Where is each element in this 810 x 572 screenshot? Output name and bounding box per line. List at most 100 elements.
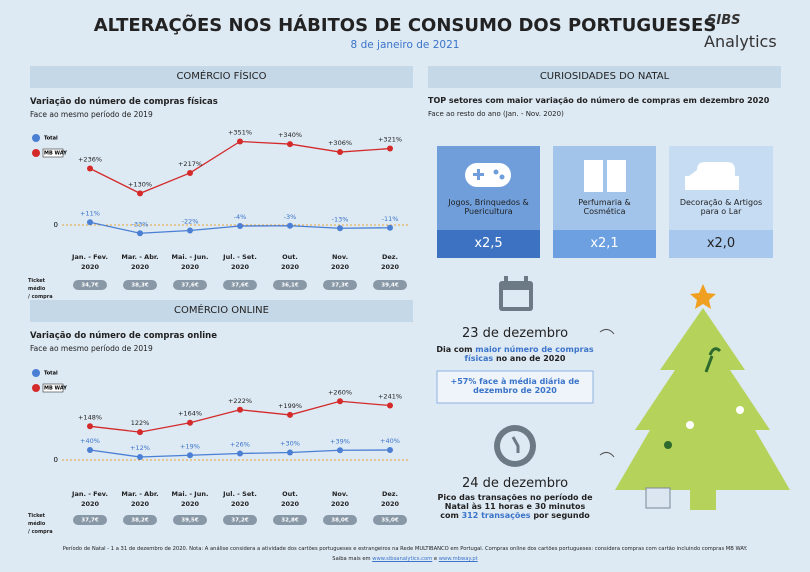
highlight: 312 transações xyxy=(461,511,531,520)
card-band xyxy=(437,230,540,258)
section-bar xyxy=(30,66,413,88)
card xyxy=(437,146,540,230)
point xyxy=(237,406,243,413)
section-title: CURIOSIDADES DO NATAL xyxy=(539,71,670,82)
text: e xyxy=(433,556,438,562)
chart-subtitle: Face ao mesmo período de 2019 xyxy=(30,110,153,119)
icon-detail xyxy=(524,276,528,285)
value-label: +148% xyxy=(78,413,102,421)
ticket-value: 37,7€ xyxy=(81,518,99,524)
legend-marker xyxy=(32,384,40,392)
point xyxy=(387,447,393,453)
section-title: COMÉRCIO ONLINE xyxy=(174,305,269,316)
point xyxy=(237,450,243,457)
point xyxy=(87,447,93,453)
legend-badge xyxy=(42,383,64,393)
card-label: Decoração & Artigos para o Lar xyxy=(679,198,763,216)
value-label: -4% xyxy=(234,213,247,221)
icon-controller xyxy=(465,163,511,187)
value-label: -22% xyxy=(182,218,199,226)
x-tick-label: Mai. - Jun. 2020 xyxy=(171,490,209,509)
point xyxy=(87,165,93,172)
ticket-pill xyxy=(73,515,107,525)
ticket-pill xyxy=(223,515,257,525)
ticket-value: 36,1€ xyxy=(281,283,299,289)
point xyxy=(387,402,393,409)
icon-detail xyxy=(500,431,530,461)
card-label: Jogos, Brinquedos & Puericultura xyxy=(448,198,529,216)
x-tick-label: Nov. 2020 xyxy=(330,490,350,509)
value-label: +351% xyxy=(228,129,252,137)
point xyxy=(237,138,243,145)
x-tick-label: Mar. - Abr. 2020 xyxy=(121,253,159,272)
ticket-label: Ticket médio / compra xyxy=(28,513,53,535)
highlight: maior número de compras físicas xyxy=(464,345,594,363)
title: ALTERAÇÕES NOS HÁBITOS DE CONSUMO DOS PO… xyxy=(93,15,717,36)
star xyxy=(690,284,716,309)
highlight-box xyxy=(436,370,594,404)
icon-detail xyxy=(504,276,508,285)
icon-detail xyxy=(503,290,529,307)
y-tick-label: 0 xyxy=(54,456,58,464)
value-label: +241% xyxy=(378,393,402,401)
date: 8 de janeiro de 2021 xyxy=(350,39,460,51)
point xyxy=(87,219,93,226)
panel-subtitle: Face ao resto do ano (Jan. - Nov. 2020) xyxy=(428,110,564,118)
logo: SIBS xyxy=(707,13,741,28)
point xyxy=(287,141,293,148)
ticket-value: 39,5€ xyxy=(181,518,199,524)
link[interactable]: www.sibsanalytics.com xyxy=(372,556,433,562)
x-tick-label: Dez. 2020 xyxy=(380,253,400,272)
ticket-value: 38,2€ xyxy=(131,518,149,524)
ticket-pill xyxy=(123,515,157,525)
x-tick-label: Out. 2020 xyxy=(280,490,300,509)
ticket-value: 38,0€ xyxy=(331,518,349,524)
ticket-pill xyxy=(223,280,257,290)
ticket-pill xyxy=(323,515,357,525)
ticket-pill xyxy=(323,280,357,290)
legend-marker xyxy=(32,369,40,377)
ticket-value: 37,3€ xyxy=(331,283,349,289)
ticket-pill xyxy=(373,280,407,290)
section-bar xyxy=(428,66,781,88)
footer-links: Saiba mais em www.sibsanalytics.com e ww… xyxy=(40,556,770,562)
card-label: Perfumaria & Cosmética xyxy=(578,198,631,216)
value-label: -11% xyxy=(382,215,399,223)
value-label: -13% xyxy=(332,215,349,223)
ticket-value: 32,8€ xyxy=(281,518,299,524)
ornament xyxy=(664,441,672,449)
point xyxy=(337,225,343,232)
value-label: +26% xyxy=(230,441,250,449)
icon-detail xyxy=(511,436,520,453)
value-label: +199% xyxy=(278,402,302,410)
ticket-pill xyxy=(73,280,107,290)
ornament xyxy=(736,406,744,414)
x-tick-label: Mai. - Jun. 2020 xyxy=(171,253,209,272)
icon-detail xyxy=(603,156,607,192)
date-text: Pico das transações no período de Natal … xyxy=(435,493,595,520)
ticket-pill xyxy=(373,515,407,525)
ticket-label: Ticket médio / compra xyxy=(28,278,53,300)
chart-subtitle: Face ao mesmo período de 2019 xyxy=(30,344,153,353)
y-tick-label: 0 xyxy=(54,221,58,229)
footer-note: Período de Natal - 1 a 31 de dezembro de… xyxy=(62,546,748,552)
chart-title: Variação do número de compras físicas xyxy=(30,97,218,107)
point xyxy=(237,223,243,229)
tree-trunk xyxy=(690,490,716,510)
point xyxy=(187,452,193,459)
legend-label: MB WAY xyxy=(44,151,67,157)
point xyxy=(387,145,393,152)
link[interactable]: www.mbway.pt xyxy=(438,556,478,562)
section-bar xyxy=(30,300,413,322)
card-band xyxy=(553,230,656,258)
point xyxy=(187,419,193,426)
box-text: +57% face à média diária de dezembro de … xyxy=(450,377,580,395)
icon-detail xyxy=(499,174,505,180)
x-tick-label: Out. 2020 xyxy=(280,253,300,272)
tree xyxy=(615,308,790,490)
ticket-pill xyxy=(173,515,207,525)
card-band xyxy=(669,230,773,258)
value-label: +217% xyxy=(178,160,202,168)
